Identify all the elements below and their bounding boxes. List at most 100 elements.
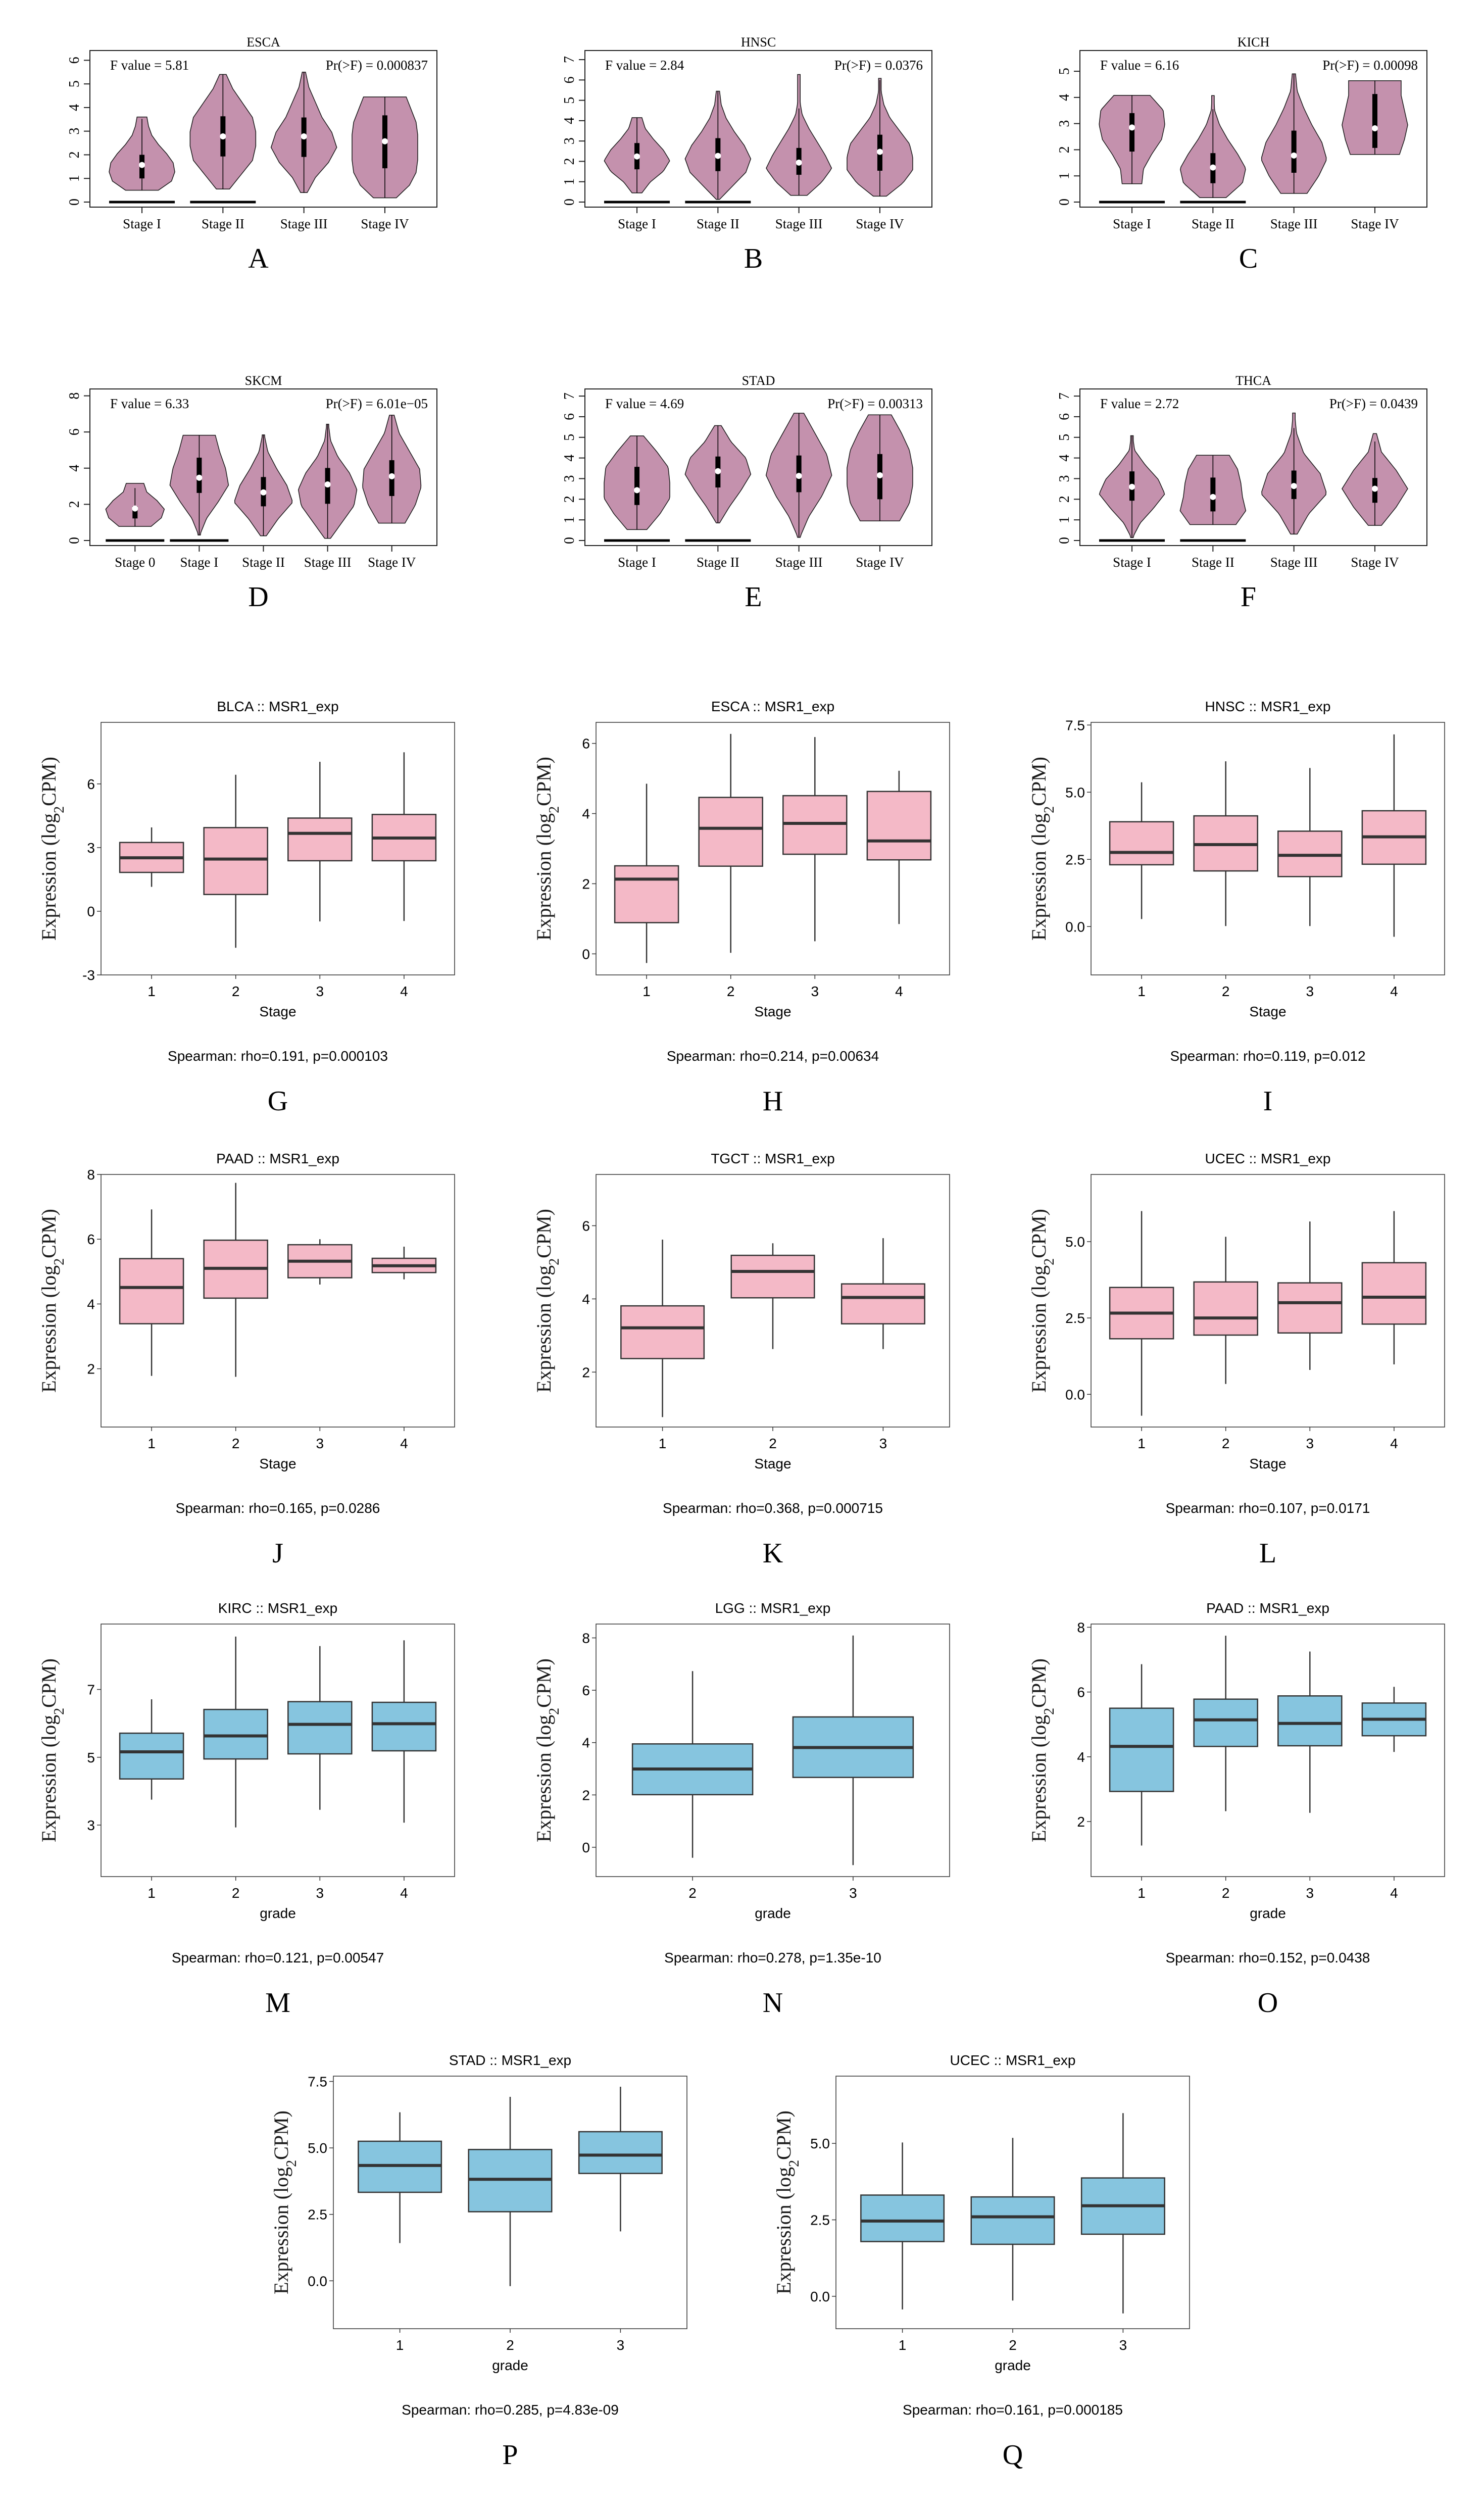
y-axis-label: Expression (log2CPM) [1027, 1658, 1057, 1842]
box-iqr [1277, 1695, 1343, 1747]
panel-label: H [763, 1086, 783, 1117]
x-tick-label: 1 [147, 1436, 156, 1451]
y-tick-label: 1 [1057, 172, 1072, 179]
violin-median-dot [132, 505, 138, 512]
x-tick-label: 3 [316, 1885, 324, 1901]
box-1 [119, 827, 184, 887]
chart-title: ESCA :: MSR1_exp [711, 699, 834, 714]
violin-chart-B: HNSC 0 1 2 3 4 5 6 7 F value = 2.84 Pr(>F) = 0.037… [562, 35, 932, 274]
y-tick-label: 1 [67, 175, 82, 182]
x-tick-label: Stage I [1113, 555, 1151, 570]
violin-median-dot [715, 153, 721, 159]
y-axis-label: Expression (log2CPM) [772, 2110, 802, 2294]
y-tick-label: 6 [582, 1683, 590, 1698]
y-tick-label: 1 [562, 516, 577, 523]
y-tick-label: 0 [67, 537, 82, 544]
violin-median-dot [1291, 483, 1297, 489]
x-tick-label: Stage IV [368, 555, 416, 570]
panel-label: J [272, 1538, 283, 1569]
panel-label: P [502, 2439, 518, 2471]
x-tick-label: Stage 0 [115, 555, 155, 570]
x-tick-label: Stage III [304, 555, 352, 570]
panel-C: KICH 0 1 2 3 4 5 F value = 6.16 Pr(>F) = 0.00098… [1020, 0, 1475, 338]
panel-P: STAD :: MSR1_exp 0.0 2.5 5.0 7.5 Expression (… [253, 2031, 717, 2475]
y-axis-label: Expression (log2CPM) [532, 757, 562, 941]
panel-label: F [1241, 581, 1256, 613]
y-tick-label: 1 [1057, 516, 1072, 523]
y-tick-label: 3 [562, 137, 577, 144]
box-4 [1361, 734, 1427, 937]
f-value-annotation: F value = 6.16 [1100, 58, 1179, 73]
plot-frame [1091, 1624, 1445, 1877]
box-iqr [287, 1701, 353, 1755]
chart-title: STAD :: MSR1_exp [449, 2052, 571, 2068]
panel-label: O [1258, 1987, 1278, 2019]
box-1 [1109, 782, 1174, 919]
x-tick-label: 1 [1137, 984, 1146, 999]
box-2 [203, 1183, 268, 1377]
panel-label: M [265, 1987, 290, 2019]
box-iqr [840, 1283, 925, 1324]
box-iqr [578, 2131, 663, 2174]
y-tick-label: 2 [67, 501, 82, 508]
box-iqr [287, 817, 353, 862]
box-1 [1109, 1664, 1174, 1846]
spearman-caption: Spearman: rho=0.165, p=0.0286 [176, 1500, 380, 1516]
plot-frame [1079, 50, 1427, 208]
violin-median-dot [220, 133, 226, 139]
violin-chart-E: STAD 0 1 2 3 4 5 6 7 F value = 4.69 Pr(>F) = 0.003… [562, 373, 932, 613]
box-3 [287, 762, 353, 922]
box-1 [358, 2112, 442, 2243]
x-tick-label: Stage III [775, 555, 823, 570]
box-2 [698, 733, 763, 953]
chart-title: UCEC :: MSR1_exp [1205, 1151, 1331, 1166]
violin-chart-F: THCA 0 1 2 3 4 5 6 7 F value = 2.72 Pr(>F) = 0.043… [1057, 373, 1427, 613]
x-tick-label: 2 [506, 2337, 514, 2353]
y-tick-label: 7 [562, 56, 577, 63]
box-iqr [1193, 1698, 1258, 1747]
plot-frame [101, 1174, 455, 1428]
x-tick-label: 3 [1306, 1436, 1314, 1451]
panel-label: L [1259, 1538, 1276, 1569]
x-tick-label: 1 [1137, 1436, 1146, 1451]
panel-label: A [248, 243, 269, 274]
y-axis-label: Expression (log2CPM) [37, 1658, 67, 1842]
box-2 [970, 2138, 1055, 2301]
box-1 [1109, 1211, 1174, 1416]
x-tick-label: Stage IV [856, 555, 904, 570]
y-tick-label: 2.5 [1065, 852, 1085, 867]
f-value-annotation: F value = 2.84 [605, 58, 684, 73]
violin-median-dot [634, 153, 640, 160]
box-2 [468, 2097, 553, 2286]
x-tick-label: 2 [232, 1885, 240, 1901]
box-iqr [203, 827, 268, 896]
box-4 [371, 1246, 437, 1280]
y-tick-label: 2.5 [1065, 1310, 1085, 1326]
x-tick-label: 2 [1009, 2337, 1017, 2353]
x-tick-label: Stage I [618, 216, 656, 231]
y-tick-label: 0 [582, 946, 590, 962]
panel-label: N [763, 1987, 783, 2019]
x-tick-label: Stage IV [1351, 216, 1399, 231]
plot-frame [596, 722, 950, 975]
x-axis-label: Stage [754, 1456, 791, 1471]
panel-G: BLCA :: MSR1_exp -3 0 3 6 Expression (log2CPM… [20, 677, 485, 1121]
box-2 [203, 1636, 268, 1828]
panel-L: UCEC :: MSR1_exp 0.0 2.5 5.0 Expression (log… [1010, 1129, 1475, 1574]
x-tick-label: Stage I [618, 555, 656, 570]
x-axis-label: grade [260, 1905, 296, 1921]
chart-title: KICH [1238, 35, 1270, 50]
violin-iqr-bar [1129, 113, 1135, 152]
plot-frame [596, 1624, 950, 1877]
y-tick-label: 2 [1077, 1814, 1085, 1830]
spearman-caption: Spearman: rho=0.107, p=0.0171 [1166, 1500, 1370, 1516]
spearman-caption: Spearman: rho=0.119, p=0.012 [1170, 1048, 1365, 1064]
chart-title: STAD [742, 373, 775, 388]
chart-title: UCEC :: MSR1_exp [950, 2052, 1076, 2068]
